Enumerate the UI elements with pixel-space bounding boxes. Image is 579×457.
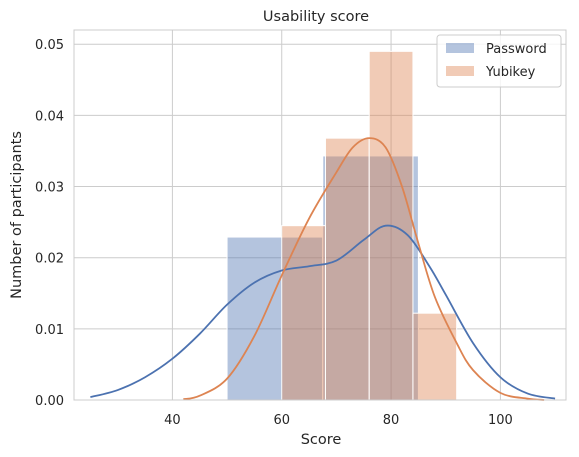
legend-swatch-password (446, 43, 474, 53)
y-tick-label: 0.02 (35, 252, 64, 267)
histogram-bars (226, 50, 458, 401)
legend-label-password: Password (486, 42, 547, 57)
x-tick-label: 100 (488, 413, 513, 428)
legend-swatch-yubikey (446, 66, 474, 76)
y-tick-label: 0.00 (35, 394, 64, 409)
y-tick-label: 0.03 (35, 181, 64, 196)
bar-password (226, 236, 324, 401)
plot-frame (73, 29, 567, 401)
legend-frame (436, 34, 562, 88)
x-axis-ticks: 40 60 80 100 (164, 413, 513, 428)
bar-yubikey (324, 137, 370, 401)
kde-line-password (90, 224, 556, 400)
y-tick-label: 0.01 (35, 323, 64, 338)
x-axis-title: Score (301, 432, 342, 448)
x-tick-label: 60 (273, 413, 290, 428)
y-tick-label: 0.04 (35, 109, 64, 124)
legend-label-yubikey: Yubikey (485, 65, 536, 80)
bar-password (322, 155, 419, 401)
x-tick-label: 40 (164, 413, 181, 428)
y-axis-title: Number of participants (9, 131, 25, 299)
kde-line-yubikey (183, 137, 545, 401)
y-tick-label: 0.05 (35, 38, 64, 53)
bar-yubikey (412, 312, 458, 401)
y-axis-ticks: 0.00 0.01 0.02 0.03 0.04 0.05 (35, 38, 64, 409)
legend: Password Yubikey (436, 34, 562, 88)
x-tick-label: 80 (383, 413, 400, 428)
kde-curves (90, 137, 556, 401)
chart-title: Usability score (263, 9, 369, 25)
bar-yubikey (281, 225, 326, 401)
